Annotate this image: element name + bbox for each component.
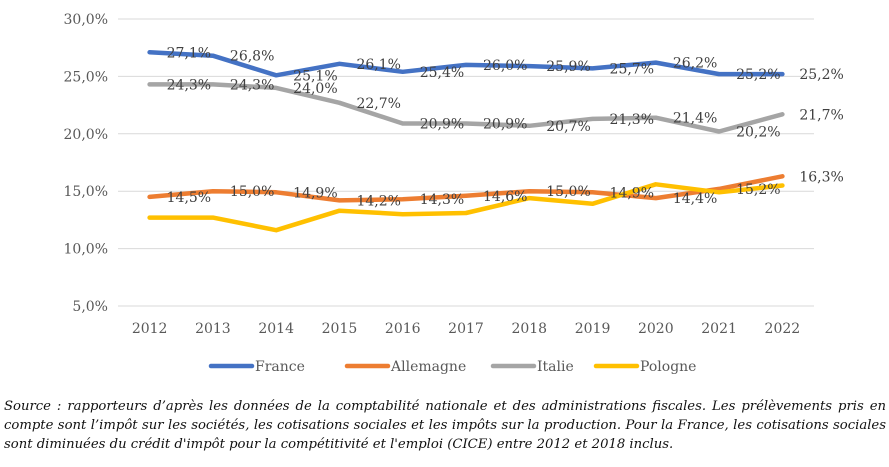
legend-label: Allemagne bbox=[390, 359, 466, 375]
data-label-france: 25,2% bbox=[736, 67, 780, 83]
series-line-italie bbox=[147, 82, 785, 134]
data-label-italie: 24,3% bbox=[230, 77, 274, 93]
data-label-france: 25,4% bbox=[420, 65, 464, 81]
y-tick-label: 15,0% bbox=[64, 184, 108, 200]
y-tick-label: 20,0% bbox=[64, 127, 108, 143]
data-label-france: 26,2% bbox=[673, 56, 717, 72]
data-label-italie: 21,4% bbox=[673, 111, 717, 127]
x-tick-label: 2016 bbox=[385, 321, 421, 337]
data-label-france: 25,7% bbox=[610, 61, 654, 77]
legend-item-pologne: Pologne bbox=[593, 359, 696, 375]
data-label-italie: 24,3% bbox=[167, 77, 211, 93]
data-label-allemagne: 14,2% bbox=[356, 193, 400, 209]
data-label-italie: 22,7% bbox=[356, 96, 400, 112]
data-label-france: 25,2% bbox=[799, 67, 843, 83]
series-lines bbox=[147, 50, 785, 233]
x-tick-label: 2017 bbox=[448, 321, 484, 337]
line-chart: 5,0%10,0%15,0%20,0%25,0%30,0% 2012 2013 20… bbox=[64, 12, 844, 375]
legend-label: France bbox=[255, 359, 305, 375]
data-label-italie: 20,9% bbox=[483, 116, 527, 132]
legend: France Allemagne Italie Pologne bbox=[208, 359, 696, 375]
data-label-italie: 20,2% bbox=[736, 125, 780, 141]
data-label-allemagne: 14,9% bbox=[610, 185, 654, 201]
data-label-allemagne: 14,6% bbox=[483, 189, 527, 205]
x-tick-label: 2020 bbox=[638, 321, 674, 337]
data-label-france: 25,9% bbox=[546, 59, 590, 75]
x-tick-label: 2019 bbox=[575, 321, 611, 337]
legend-item-allemagne: Allemagne bbox=[344, 359, 466, 375]
x-axis: 2012 2013 2014 2015 2016 2017 2018 2019 2020 2021… bbox=[132, 321, 800, 337]
data-labels: 27,1% 26,8% 25,1% 26,1% 25,4% 26,0% 25,9% 25,7%… bbox=[167, 45, 844, 209]
legend-label: Pologne bbox=[640, 359, 696, 375]
data-label-italie: 20,9% bbox=[420, 116, 464, 132]
x-tick-label: 2013 bbox=[195, 321, 231, 337]
legend-item-france: France bbox=[208, 359, 305, 375]
y-tick-label: 5,0% bbox=[72, 299, 108, 315]
data-label-allemagne: 15,0% bbox=[546, 184, 590, 200]
x-tick-label: 2021 bbox=[701, 321, 737, 337]
data-label-allemagne: 14,3% bbox=[420, 192, 464, 208]
series-line-allemagne bbox=[147, 174, 785, 203]
x-tick-label: 2022 bbox=[765, 321, 801, 337]
data-label-italie: 21,3% bbox=[610, 112, 654, 128]
x-tick-label: 2014 bbox=[258, 321, 294, 337]
series-line-france bbox=[147, 50, 785, 78]
data-label-italie: 21,7% bbox=[799, 107, 843, 123]
data-label-france: 25,1% bbox=[293, 68, 337, 84]
x-tick-label: 2015 bbox=[322, 321, 358, 337]
y-axis: 5,0% 10,0% 15,0% 20,0% 25,0% 30,0% bbox=[64, 12, 108, 315]
legend-item-italie: Italie bbox=[490, 359, 574, 375]
series-line-pologne bbox=[147, 182, 785, 233]
source-caption: Source : rapporteurs d’après les données… bbox=[4, 399, 886, 452]
data-label-allemagne: 14,9% bbox=[293, 185, 337, 201]
data-label-france: 27,1% bbox=[167, 45, 211, 61]
data-label-france: 26,1% bbox=[356, 57, 400, 73]
data-label-allemagne: 16,3% bbox=[799, 169, 843, 185]
data-label-italie: 20,7% bbox=[546, 119, 590, 135]
legend-label: Italie bbox=[537, 359, 574, 375]
data-label-france: 26,0% bbox=[483, 58, 527, 74]
x-tick-label: 2012 bbox=[132, 321, 168, 337]
y-tick-label: 30,0% bbox=[64, 12, 108, 28]
data-label-italie: 24,0% bbox=[293, 81, 337, 97]
y-tick-label: 10,0% bbox=[64, 242, 108, 258]
data-label-allemagne: 14,5% bbox=[167, 190, 211, 206]
x-tick-label: 2018 bbox=[511, 321, 547, 337]
data-label-allemagne: 15,2% bbox=[736, 182, 780, 198]
data-label-france: 26,8% bbox=[230, 49, 274, 65]
data-label-allemagne: 14,4% bbox=[673, 191, 717, 207]
y-tick-label: 25,0% bbox=[64, 69, 108, 85]
data-label-allemagne: 15,0% bbox=[230, 184, 274, 200]
